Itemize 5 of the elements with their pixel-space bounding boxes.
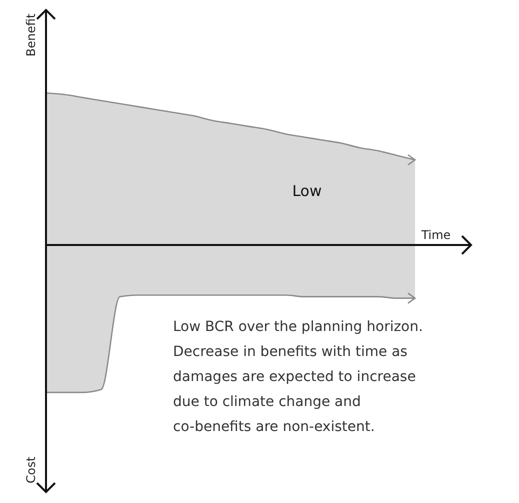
- annotation: Low: [292, 182, 322, 200]
- annotation: Low BCR over the planning horizon. Decrease in benefits with time as damages are expected to increase due to climate change and co-benefits are non-existent.: [173, 319, 423, 435]
- text: Cost: [24, 456, 38, 484]
- y-axis-title: Benefit: [24, 13, 38, 56]
- x-axis-title: Time: [420, 228, 451, 242]
